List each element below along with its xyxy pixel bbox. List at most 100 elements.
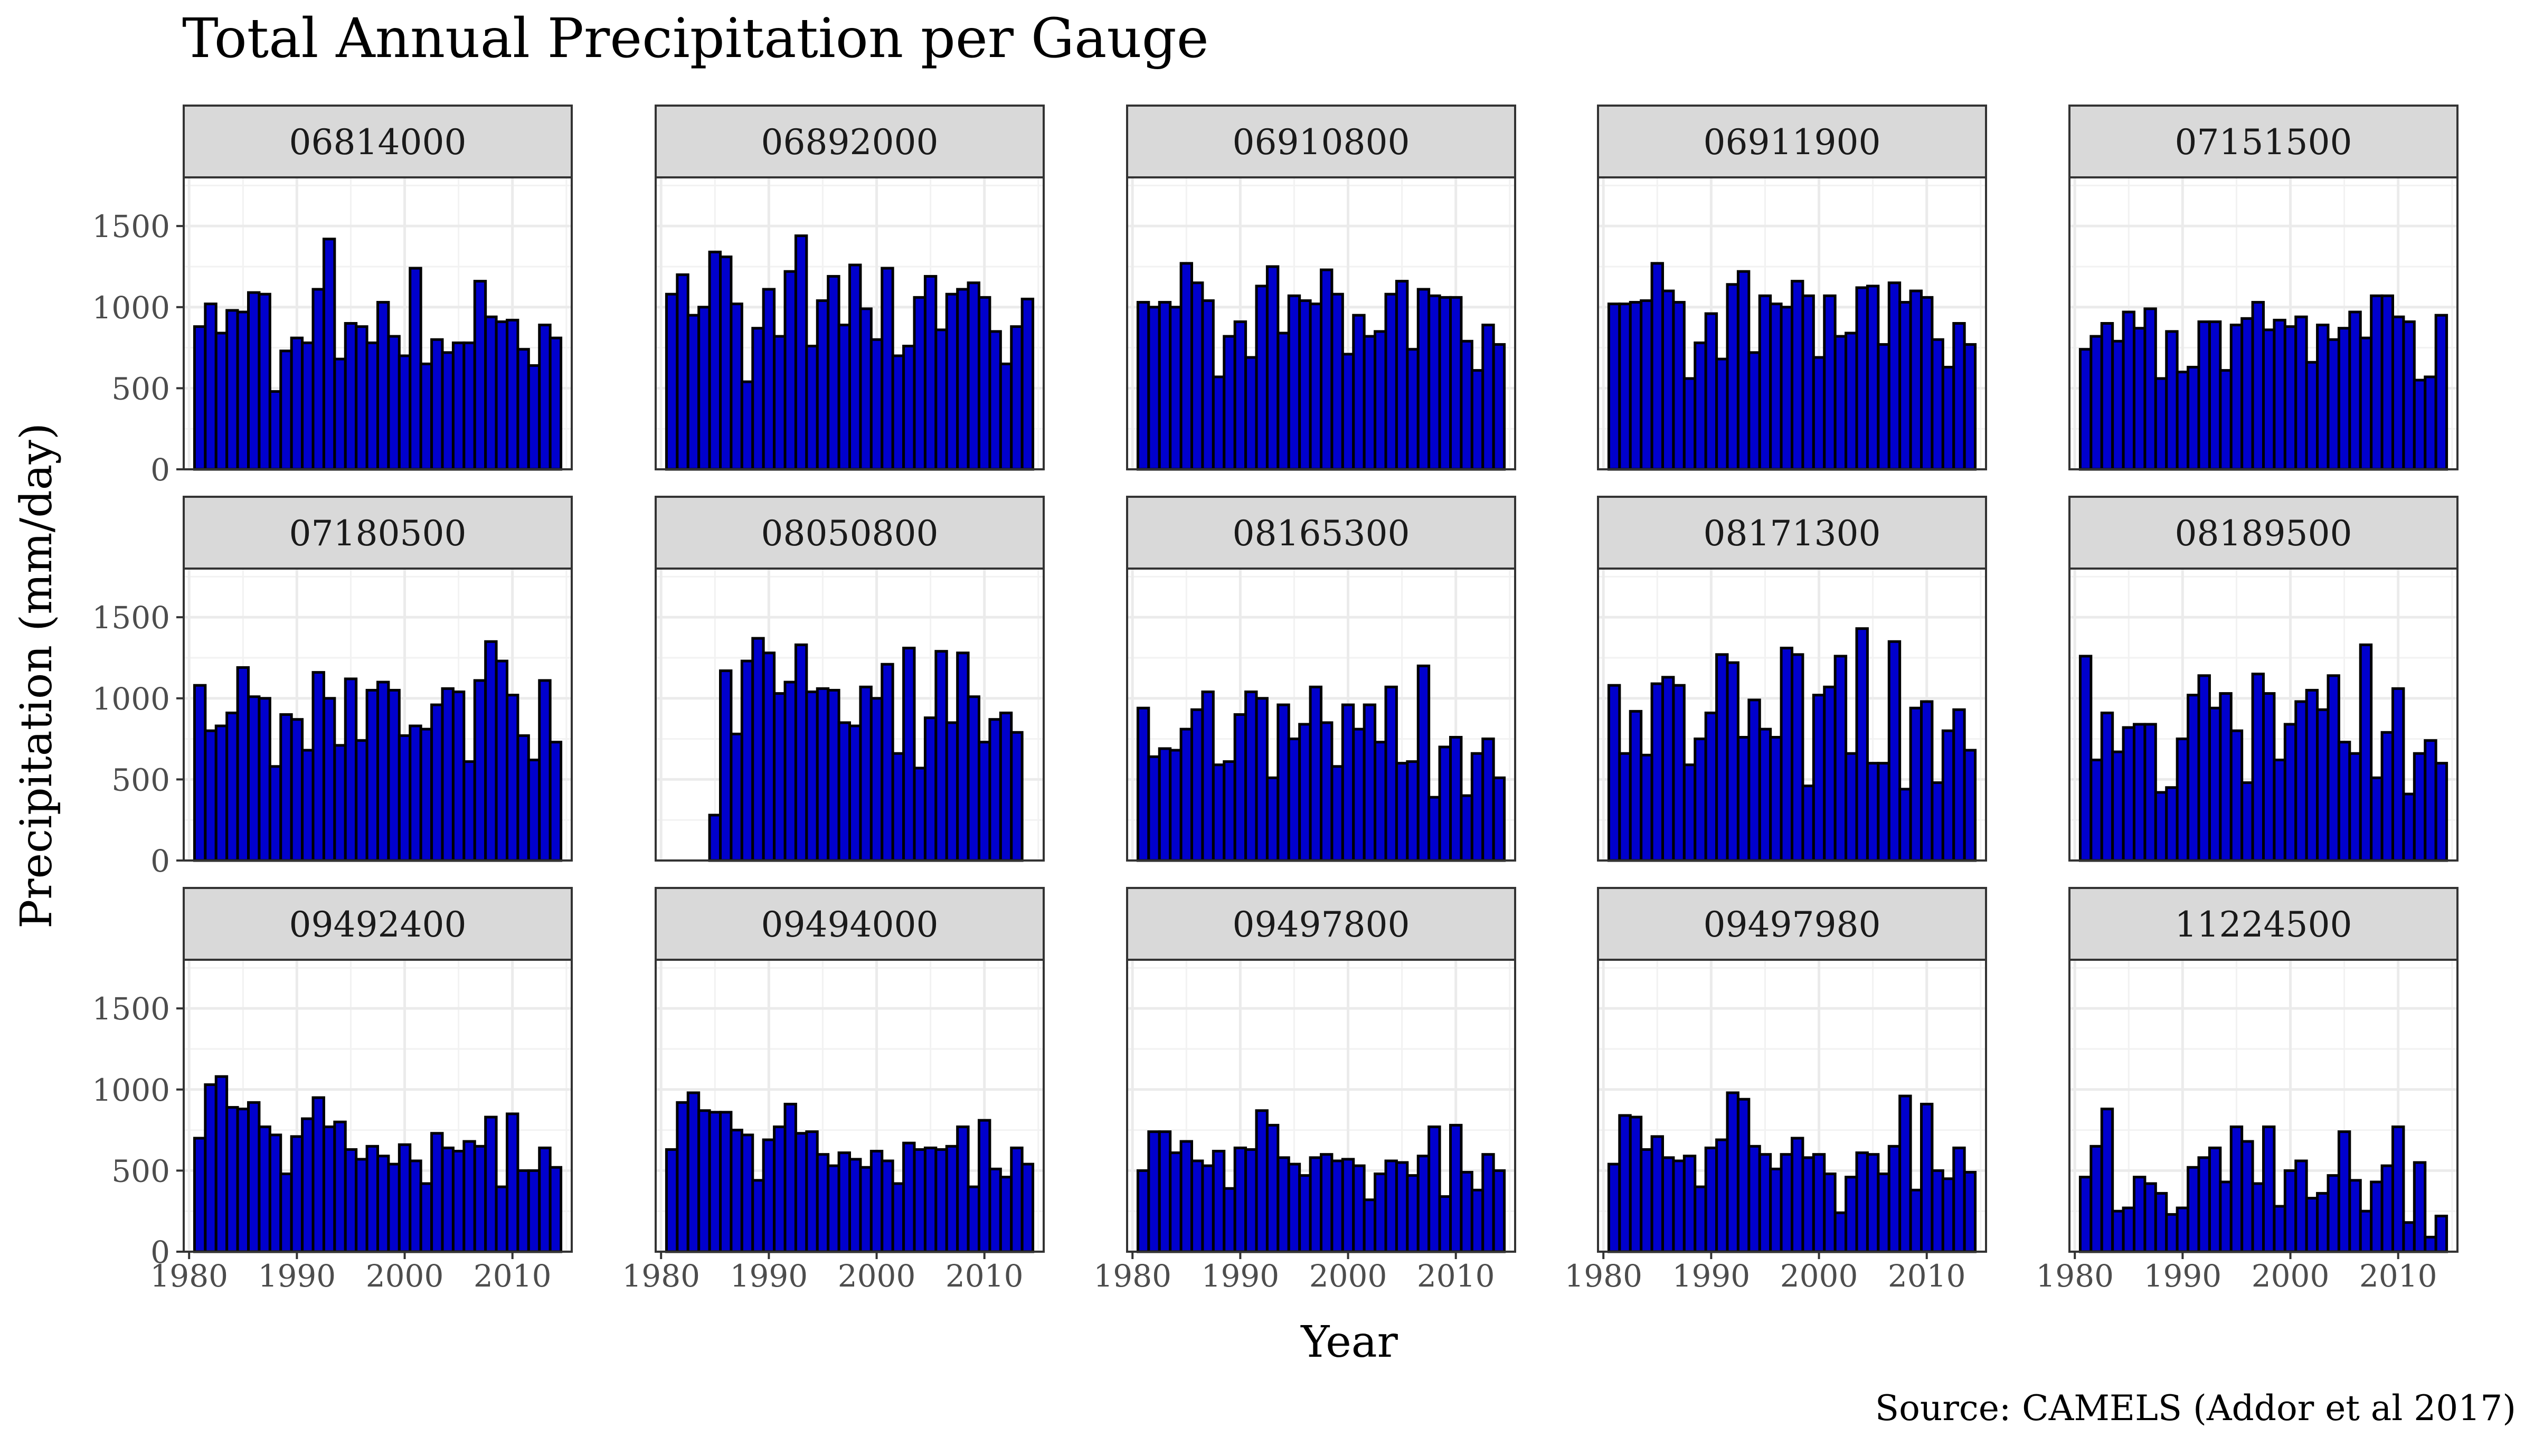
bar — [387, 688, 401, 862]
bar — [1758, 727, 1772, 862]
bar — [945, 721, 959, 862]
bar — [2219, 692, 2233, 862]
bar — [2327, 1174, 2340, 1253]
bar — [902, 647, 916, 862]
bar — [816, 299, 830, 471]
x-tick-label: 1990 — [2144, 1258, 2222, 1294]
bar — [1801, 784, 1815, 862]
bar — [1694, 738, 1707, 862]
bar — [2165, 786, 2179, 862]
bar — [441, 351, 455, 471]
strip-background — [655, 496, 1045, 570]
x-tick-label: 2000 — [838, 1258, 916, 1294]
bar — [999, 1176, 1013, 1253]
bar — [2327, 338, 2340, 471]
bar — [549, 741, 563, 862]
bar — [193, 325, 207, 471]
bar — [1650, 262, 1664, 471]
bar — [1736, 1098, 1751, 1253]
bar — [1309, 302, 1322, 471]
facet-panel-08189500: 08189500 — [2068, 496, 2459, 862]
bar — [311, 1096, 325, 1253]
bar — [462, 341, 476, 471]
bar — [988, 718, 1002, 862]
bar — [1384, 292, 1398, 471]
bar — [751, 327, 765, 471]
bar — [978, 296, 991, 471]
strip-label: 08165300 — [1233, 513, 1410, 554]
bar — [2316, 1192, 2330, 1253]
bar — [2176, 1206, 2190, 1253]
bar — [1352, 727, 1366, 862]
bar — [344, 322, 358, 471]
y-tick-label: 1000 — [92, 1072, 170, 1108]
bar — [1169, 749, 1183, 862]
bar — [1277, 332, 1290, 471]
bar — [2434, 1214, 2448, 1253]
bar — [1492, 776, 1506, 862]
bar — [1823, 685, 1837, 862]
bar — [1694, 1185, 1707, 1253]
bar — [708, 250, 722, 471]
bar — [902, 1141, 916, 1253]
bar — [1920, 700, 1934, 862]
bar — [2424, 1235, 2437, 1253]
bar — [1481, 324, 1495, 471]
bar — [473, 679, 487, 862]
bar — [2337, 1130, 2351, 1253]
facet-panel-11224500: 11224500 1980 1990 2000 2010 — [2036, 887, 2459, 1294]
bar — [1909, 1188, 1923, 1253]
bar — [1136, 301, 1150, 471]
bar — [891, 752, 905, 862]
bar — [1309, 685, 1322, 862]
bar — [2434, 314, 2448, 471]
bar — [794, 234, 808, 471]
bar — [495, 659, 508, 862]
bar — [2111, 1209, 2125, 1253]
bar — [290, 336, 304, 471]
bar — [1715, 653, 1729, 862]
bar — [1341, 703, 1355, 862]
bar — [1020, 1162, 1035, 1253]
bar — [398, 1143, 412, 1253]
bar — [2262, 1125, 2276, 1253]
y-tick-label: 1000 — [92, 681, 170, 717]
bar — [301, 341, 315, 471]
bar — [2133, 327, 2147, 471]
bar — [805, 690, 819, 862]
bar — [1233, 320, 1247, 471]
bar — [1287, 294, 1301, 471]
bar — [794, 1132, 808, 1253]
bar — [516, 348, 530, 471]
bar — [430, 703, 444, 862]
bar — [365, 688, 379, 862]
bar — [2305, 1197, 2319, 1253]
y-tick-label: 0 — [150, 843, 170, 879]
bar — [2176, 371, 2190, 471]
facet-panel-07151500: 07151500 — [2068, 105, 2459, 471]
strip-background — [1126, 496, 1516, 570]
bar — [2078, 1176, 2093, 1253]
bar — [730, 732, 743, 862]
bar — [1374, 330, 1387, 471]
bar — [1682, 763, 1697, 862]
bar — [441, 687, 455, 862]
x-tick-label: 2010 — [1417, 1258, 1495, 1294]
bar — [773, 1125, 787, 1253]
y-tick-label: 1000 — [92, 290, 170, 326]
bar — [827, 688, 840, 862]
bar — [322, 238, 336, 471]
bar — [934, 1148, 948, 1253]
bar — [1427, 796, 1441, 862]
bar — [2305, 361, 2319, 471]
bar — [2154, 1192, 2168, 1253]
bar — [751, 637, 765, 862]
bar — [419, 727, 433, 862]
bar — [2402, 792, 2416, 862]
bar — [837, 721, 852, 862]
bar — [1265, 776, 1280, 862]
strip-label: 08189500 — [2175, 513, 2352, 554]
bar — [549, 1166, 563, 1253]
bar — [247, 291, 261, 471]
bar — [1726, 283, 1739, 471]
